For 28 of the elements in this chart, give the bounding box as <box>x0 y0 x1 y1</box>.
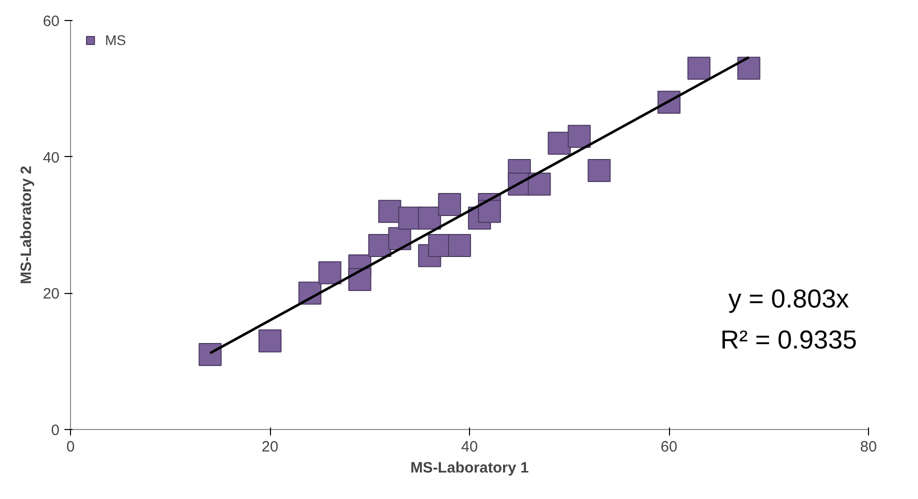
y-tick-label: 20 <box>42 286 60 303</box>
point <box>568 124 591 148</box>
point <box>198 343 222 366</box>
point <box>258 329 282 352</box>
y-tick-label: 60 <box>42 13 60 30</box>
x-tick-label: 20 <box>262 438 278 456</box>
x-tick-label: 0 <box>66 438 75 456</box>
annotation: y = 0.803x <box>728 284 850 314</box>
point <box>438 193 462 216</box>
point <box>478 200 501 223</box>
point <box>348 268 372 292</box>
y-tick-label: 40 <box>42 149 60 166</box>
annotation: R² = 0.9335 <box>720 324 857 355</box>
point <box>318 261 342 284</box>
legend-label: MS <box>105 32 126 48</box>
point <box>687 56 710 80</box>
point <box>528 172 551 196</box>
point <box>737 56 760 80</box>
point <box>448 234 472 257</box>
point <box>418 206 442 230</box>
x-axis-title: MS-Laboratory 1 <box>410 460 529 476</box>
point <box>588 158 611 182</box>
y-axis-title: MS-Laboratory 2 <box>18 166 35 284</box>
x-tick-label: 60 <box>660 438 678 456</box>
point <box>378 200 402 223</box>
x-tick-label: 40 <box>461 438 478 456</box>
x-tick-label: 80 <box>860 438 877 456</box>
y-tick-label: 0 <box>51 422 60 439</box>
